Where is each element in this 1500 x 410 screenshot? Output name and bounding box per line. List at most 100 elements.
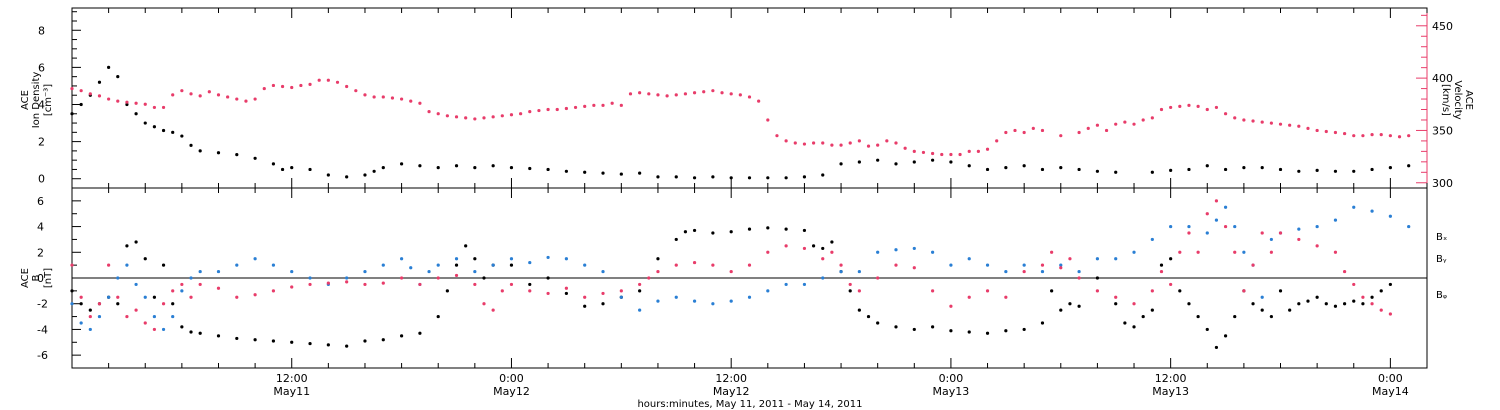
velocity-point xyxy=(857,139,861,143)
by-point xyxy=(821,276,825,280)
by-point xyxy=(363,269,367,274)
velocity-point xyxy=(1214,105,1219,110)
velocity-point xyxy=(299,83,303,88)
bz-point xyxy=(253,293,257,297)
bz-point xyxy=(418,282,422,287)
by-point xyxy=(1269,237,1273,242)
velocity-point xyxy=(1269,121,1273,125)
velocity-point xyxy=(317,78,321,82)
velocity-point xyxy=(509,113,514,117)
density-point xyxy=(1150,170,1154,174)
velocity-point xyxy=(198,94,202,98)
bx-point xyxy=(949,329,953,333)
velocity-point xyxy=(226,95,230,99)
velocity-point xyxy=(674,93,678,97)
density-point xyxy=(372,169,376,173)
bx-point xyxy=(308,341,312,346)
bz-point xyxy=(747,263,752,267)
legend-bz: Bᵩ xyxy=(1436,290,1447,301)
density-point xyxy=(143,121,147,125)
bx-point xyxy=(1379,289,1383,293)
velocity-point xyxy=(683,92,688,96)
velocity-point xyxy=(1260,120,1264,124)
by-point xyxy=(583,263,587,267)
bz-point xyxy=(97,302,102,306)
by-point xyxy=(235,263,239,267)
velocity-point xyxy=(1223,112,1228,116)
bz-point xyxy=(235,295,239,299)
velocity-point xyxy=(656,93,660,97)
bx-point xyxy=(747,227,752,231)
field-legend: Bₓ Bᵧ Bᵩ xyxy=(1436,232,1447,301)
x-tick-day-label: May13 xyxy=(933,385,970,398)
velocity-point xyxy=(1178,104,1182,108)
by-point xyxy=(1095,257,1100,261)
velocity-point xyxy=(152,105,156,110)
plasma-left-tick-label: 4 xyxy=(38,98,45,111)
velocity-point xyxy=(519,112,523,116)
velocity-point xyxy=(354,89,358,93)
bx-point xyxy=(1114,302,1118,306)
by-point xyxy=(857,269,861,274)
density-point xyxy=(711,175,715,179)
bx-point xyxy=(1306,299,1310,303)
velocity-point xyxy=(821,141,825,145)
bz-point xyxy=(79,295,83,299)
bz-point xyxy=(134,308,138,312)
density-point xyxy=(171,130,175,134)
by-point xyxy=(876,250,880,254)
velocity-point xyxy=(1315,128,1319,133)
bx-point xyxy=(683,230,688,234)
by-point xyxy=(638,308,642,312)
density-point xyxy=(97,80,102,84)
bz-point xyxy=(271,289,276,293)
bx-point xyxy=(1141,314,1145,319)
plasma-left-ylabel: ACE Ion Density [cm⁻³] xyxy=(20,72,54,129)
bz-point xyxy=(1150,289,1154,293)
field-left-tick-label: -2 xyxy=(37,298,48,311)
bz-point xyxy=(857,289,861,293)
velocity-point xyxy=(1251,119,1255,123)
by-point xyxy=(1233,224,1237,229)
velocity-point xyxy=(253,97,257,101)
density-point xyxy=(418,164,422,168)
bz-point xyxy=(638,282,642,287)
plasma-left-ylabel-line3: [cm⁻³] xyxy=(43,84,54,116)
bx-point xyxy=(473,257,477,261)
by-point xyxy=(79,321,83,325)
velocity-point xyxy=(1361,134,1365,138)
density-point xyxy=(784,176,788,180)
density-point xyxy=(931,158,935,162)
bx-point xyxy=(1315,295,1319,299)
plasma-data-points xyxy=(70,65,1411,180)
velocity-point xyxy=(171,93,175,97)
plasma-right-ylabel: ACE Velocity [km/s] xyxy=(1440,80,1474,119)
by-point xyxy=(436,263,440,267)
legend-by: Bᵧ xyxy=(1436,254,1447,265)
plasma-left-ylabel-line1: ACE xyxy=(20,90,31,110)
bx-point xyxy=(848,289,852,293)
by-point xyxy=(729,299,733,303)
by-point xyxy=(1205,231,1209,235)
bx-point xyxy=(692,228,697,233)
density-point xyxy=(253,156,257,160)
density-point xyxy=(1077,167,1081,172)
velocity-point xyxy=(1333,130,1338,135)
by-point xyxy=(1077,269,1081,274)
bz-point xyxy=(766,250,770,254)
bx-point xyxy=(1260,308,1264,312)
velocity-point xyxy=(445,114,449,118)
field-left-ylabel-line1: ACE xyxy=(20,268,31,288)
bx-point xyxy=(454,263,459,267)
bz-point xyxy=(1352,282,1356,287)
by-point xyxy=(345,276,349,280)
bx-point xyxy=(1022,327,1026,332)
bx-point xyxy=(161,263,166,267)
x-tick-day-label: May12 xyxy=(713,385,750,398)
velocity-point xyxy=(244,99,248,103)
velocity-point xyxy=(619,103,623,107)
velocity-point xyxy=(757,99,761,103)
bz-point xyxy=(1187,231,1191,235)
bz-point xyxy=(436,276,440,280)
bx-point xyxy=(180,325,184,329)
